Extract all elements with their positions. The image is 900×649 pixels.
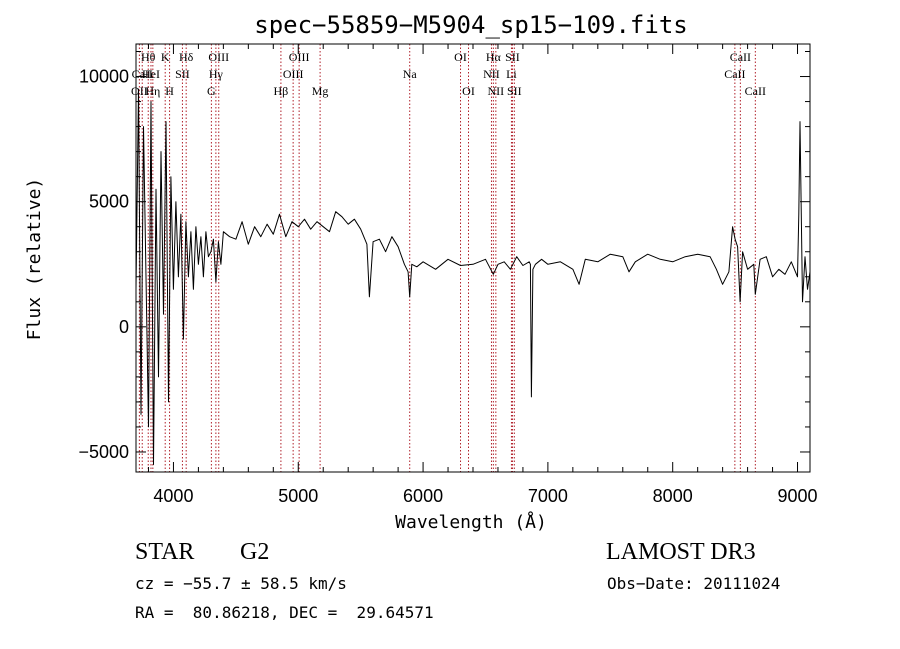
object-class: STAR (135, 539, 195, 565)
survey-name: LAMOST DR3 (606, 539, 756, 565)
x-tick-label: 4000 (153, 486, 193, 506)
x-axis-label: Wavelength (Å) (395, 511, 547, 533)
chart-title: spec−55859−M5904_sp15−109.fits (254, 11, 687, 39)
y-tick-labels: 10000 5000 0 −5000 (78, 67, 129, 462)
x-tick-labels: 4000 5000 6000 7000 8000 9000 (153, 486, 817, 506)
axis-ticks (136, 44, 810, 472)
line-label-25: CaII (724, 67, 745, 81)
spectral-line-markers (138, 44, 756, 472)
line-label-12: Hβ (274, 84, 289, 98)
line-label-20: Hα (486, 50, 502, 64)
spectrum-line-0 (136, 88, 810, 465)
x-tick-label: 6000 (403, 486, 443, 506)
line-label-16: Na (403, 67, 418, 81)
x-tick-label: 8000 (653, 486, 693, 506)
line-label-21: NII (488, 84, 505, 98)
line-label-4: Hη (145, 84, 160, 98)
line-label-3: HeI (142, 67, 160, 81)
line-label-27: CaII (745, 84, 766, 98)
line-label-5: K (161, 50, 170, 64)
y-axis-label: Flux (relative) (24, 178, 45, 341)
plot-frame (135, 43, 811, 473)
object-subclass: G2 (240, 539, 270, 565)
line-label-14: OIII (289, 50, 310, 64)
line-label-6: H (165, 84, 174, 98)
y-tick-label: 10000 (79, 67, 129, 87)
y-tick-label: 0 (119, 317, 129, 337)
line-label-2: CaII (132, 67, 153, 81)
line-label-13: OIII (283, 67, 304, 81)
observation-date: Obs−Date: 20111024 (607, 574, 781, 593)
spectrum-series (136, 88, 810, 465)
line-label-7: SII (175, 67, 190, 81)
line-label-19: NII (483, 67, 500, 81)
y-tick-label: −5000 (78, 442, 129, 462)
spectral-line-labels: HθOIICaIIHeIHηKHSIIHδGHγOIIIHβOIIIOIIIMg… (131, 50, 766, 98)
line-label-0: Hθ (141, 50, 156, 64)
x-tick-label: 5000 (278, 486, 318, 506)
line-label-18: OI (462, 84, 475, 98)
redshift-velocity: cz = −55.7 ± 58.5 km/s (135, 574, 347, 593)
y-tick-label: 5000 (89, 192, 129, 212)
line-label-22: Li (506, 67, 517, 81)
line-label-26: CaII (730, 50, 751, 64)
line-label-17: OI (454, 50, 467, 64)
sky-coordinates: RA = 80.86218, DEC = 29.64571 (135, 603, 434, 622)
line-label-24: SII (507, 84, 522, 98)
x-tick-label: 9000 (777, 486, 817, 506)
line-label-11: OIII (208, 50, 229, 64)
line-label-23: SII (505, 50, 520, 64)
line-label-1: OII (131, 84, 148, 98)
line-label-9: G (207, 84, 216, 98)
line-label-10: Hγ (209, 67, 224, 81)
x-tick-label: 7000 (528, 486, 568, 506)
line-label-15: Mg (312, 84, 329, 98)
line-label-8: Hδ (179, 50, 194, 64)
